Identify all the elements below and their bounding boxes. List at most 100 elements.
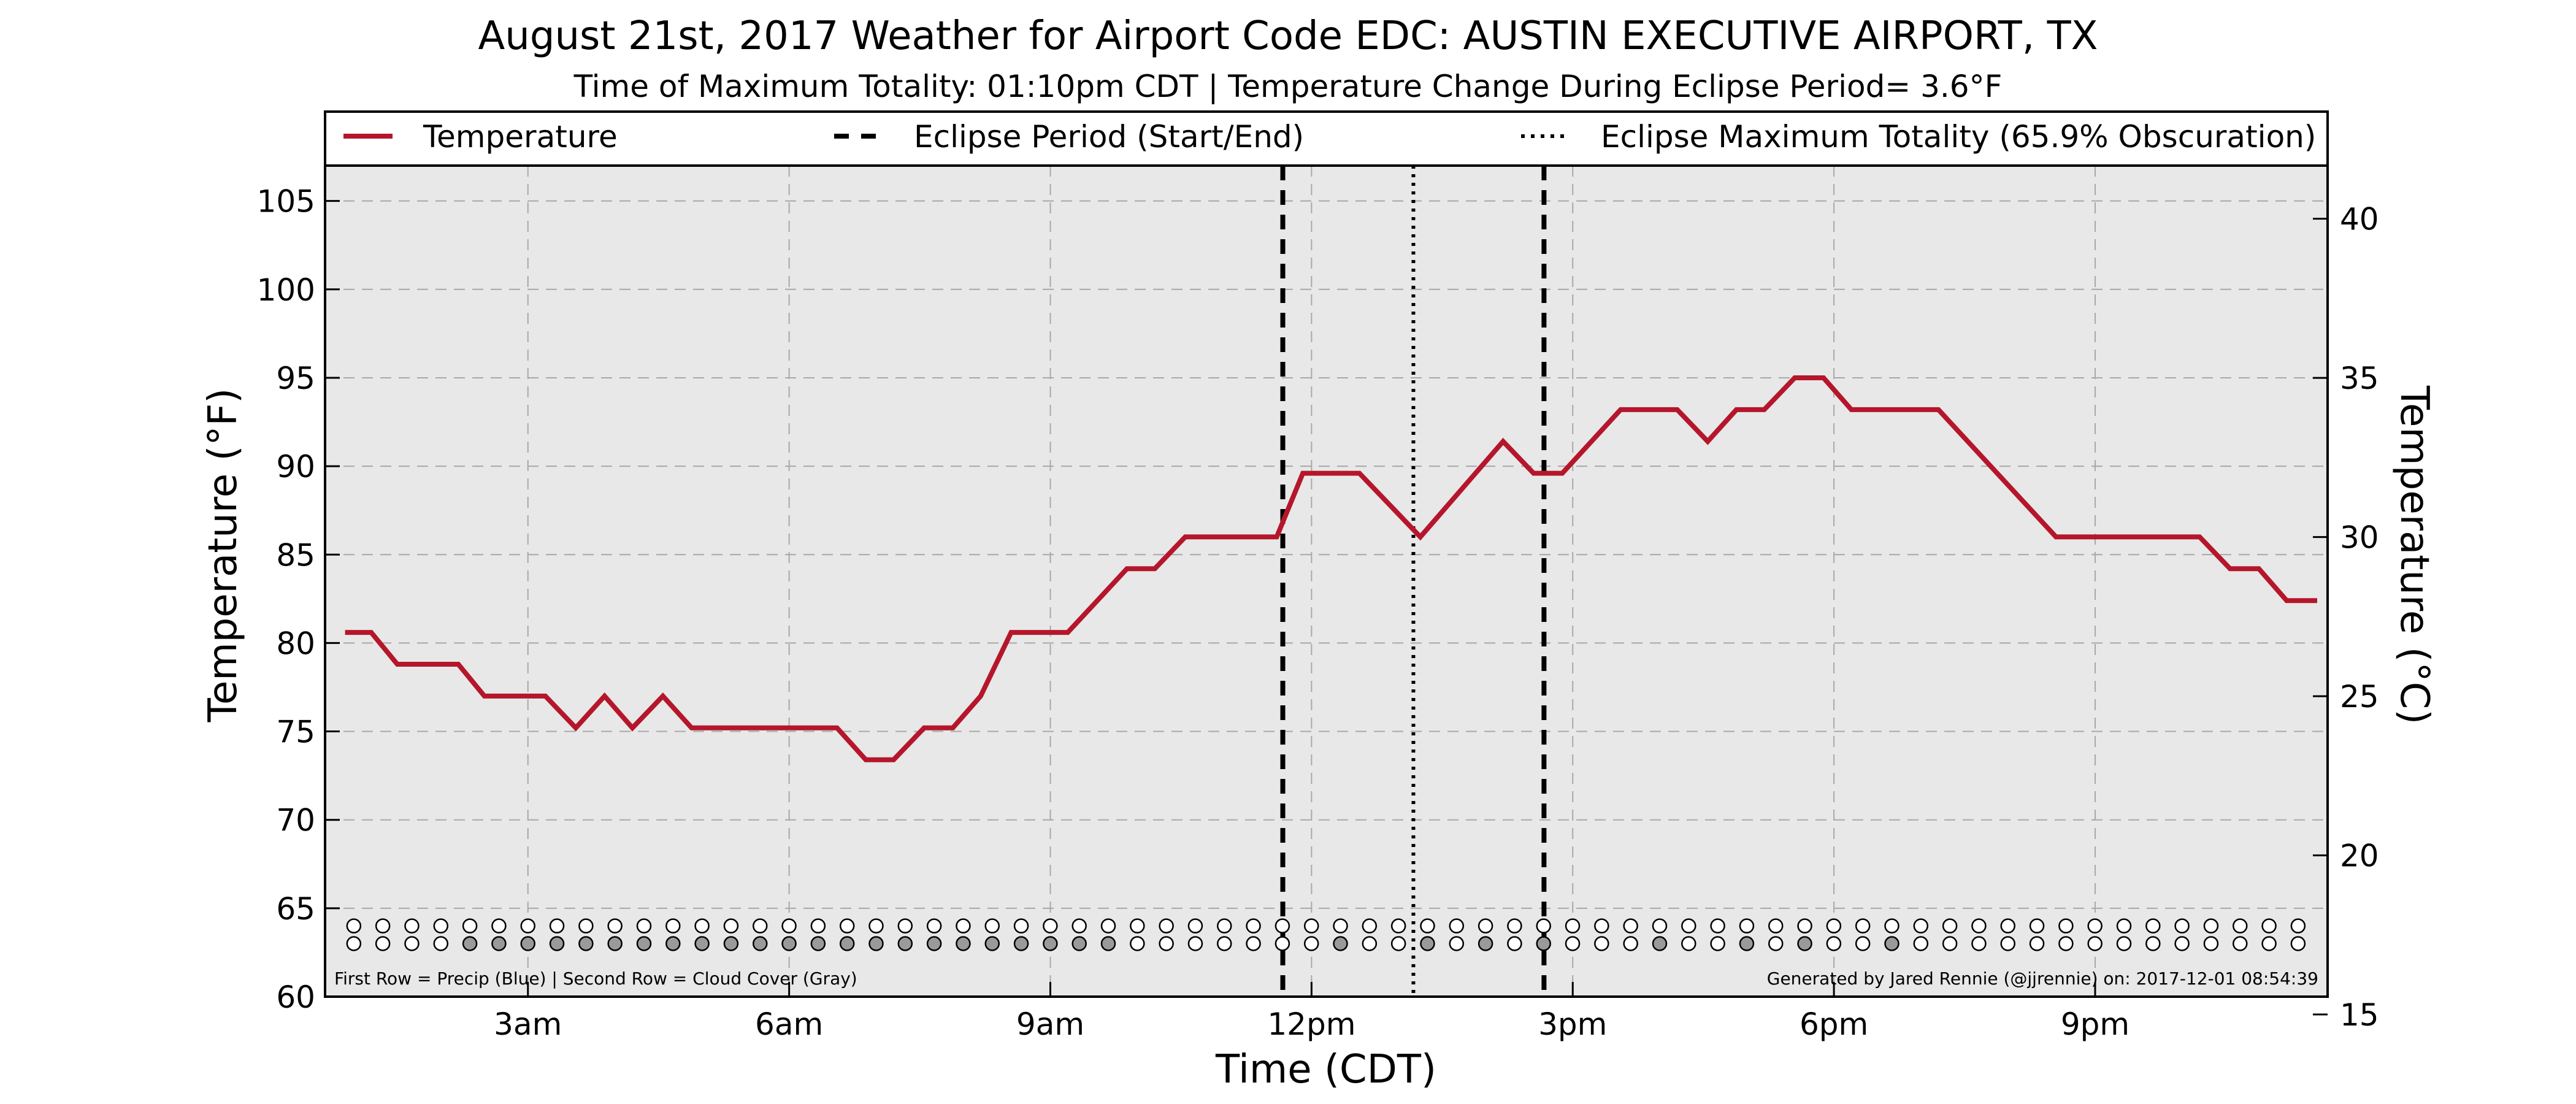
precip-marker (2000, 918, 2015, 933)
legend-box (324, 110, 2329, 167)
precip-marker (636, 918, 652, 933)
cloud-cover-marker (897, 936, 913, 951)
precip-marker (2087, 918, 2103, 933)
cloud-cover-marker (1710, 936, 1725, 951)
cloud-cover-marker (1449, 936, 1465, 951)
y2-tick-label: 20 (2340, 838, 2379, 874)
precip-marker (1217, 918, 1232, 933)
x-axis-label: Time (CDT) (1215, 1047, 1436, 1092)
eclipse-lines (1280, 166, 1547, 997)
cloud-cover-marker (1362, 936, 1378, 951)
cloud-cover-marker (1159, 936, 1174, 951)
cloud-cover-marker (926, 936, 942, 951)
y2-axis-label: Temperature (°C) (2391, 385, 2437, 724)
series-layer (345, 375, 2317, 762)
cloud-cover-marker (2290, 936, 2306, 951)
precip-marker (1855, 918, 1871, 933)
precip-marker (404, 918, 420, 933)
precip-marker (2261, 918, 2277, 933)
cloud-cover-marker (1217, 936, 1232, 951)
y-tick-label: 95 (276, 361, 315, 396)
precip-marker (694, 918, 710, 933)
cloud-cover-marker (1130, 936, 1145, 951)
x-tick-label: 9am (1016, 1006, 1084, 1042)
y-axis-label: Temperature (°F) (201, 388, 246, 723)
precip-marker (607, 918, 623, 933)
cloud-cover-marker (375, 936, 391, 951)
y-tick-label: 70 (276, 803, 315, 838)
cloud-cover-marker (636, 936, 652, 951)
precip-marker (1710, 918, 1725, 933)
precip-marker (1565, 918, 1581, 933)
precip-marker (839, 918, 855, 933)
cloud-cover-marker (2116, 936, 2132, 951)
cloud-cover-marker (578, 936, 594, 951)
cloud-cover-marker (1043, 936, 1058, 951)
cloud-cover-marker (1942, 936, 1958, 951)
y2-tick-label: 40 (2340, 202, 2379, 237)
cloud-cover-marker (1507, 936, 1522, 951)
precip-marker (897, 918, 913, 933)
precip-marker (1913, 918, 1929, 933)
precip-marker (1884, 918, 1899, 933)
cloud-cover-marker (1013, 936, 1029, 951)
precip-marker (1942, 918, 1958, 933)
precip-marker (1536, 918, 1551, 933)
chart-subtitle: Time of Maximum Totality: 01:10pm CDT | … (573, 69, 2003, 104)
y-tick-label: 80 (276, 626, 315, 661)
cloud-cover-marker (1100, 936, 1116, 951)
legend-eclipse-period-label: Eclipse Period (Start/End) (914, 119, 1304, 155)
precip-marker (1130, 918, 1145, 933)
precip-marker (462, 918, 478, 933)
cloud-cover-marker (1826, 936, 1842, 951)
y2-tick-label: 35 (2340, 361, 2379, 396)
cloud-cover-marker (694, 936, 710, 951)
cloud-cover-marker (2058, 936, 2074, 951)
precip-marker (1623, 918, 1638, 933)
precip-marker (1390, 918, 1406, 933)
cloud-cover-marker (665, 936, 681, 951)
x-tick-label: 6am (755, 1006, 823, 1042)
precip-marker (2116, 918, 2132, 933)
cloud-cover-marker (781, 936, 797, 951)
plot-area (325, 166, 2328, 997)
precip-marker (1246, 918, 1261, 933)
cloud-cover-marker (1652, 936, 1668, 951)
precip-marker (1043, 918, 1058, 933)
cloud-cover-marker (1187, 936, 1203, 951)
precip-marker (1275, 918, 1290, 933)
axis-ticks: 60 65 70 75 80 85 90 95 100 105 3am 6am 9am 12pm 3pm 6p… (257, 184, 2379, 1042)
cloud-cover-marker (1681, 936, 1696, 951)
cloud-cover-marker (462, 936, 478, 951)
cloud-cover-marker (1971, 936, 1987, 951)
precip-marker (1449, 918, 1465, 933)
precip-marker (520, 918, 535, 933)
precip-marker (549, 918, 565, 933)
precip-marker (1826, 918, 1842, 933)
precip-marker (2233, 918, 2248, 933)
y-tick-label: 85 (276, 537, 315, 573)
y-tick-label: 90 (276, 449, 315, 485)
precip-marker (2029, 918, 2045, 933)
cloud-cover-marker (1420, 936, 1435, 951)
cloud-cover-marker (2261, 936, 2277, 951)
precip-marker (375, 918, 391, 933)
precip-marker (1303, 918, 1319, 933)
cloud-cover-marker (752, 936, 768, 951)
cloud-cover-marker (2145, 936, 2161, 951)
y2-tick-label: 15 (2340, 997, 2379, 1033)
cloud-cover-marker (549, 936, 565, 951)
cloud-cover-marker (2029, 936, 2045, 951)
cloud-cover-marker (956, 936, 971, 951)
chart-title: August 21st, 2017 Weather for Airport Co… (478, 13, 2098, 59)
cloud-cover-marker (1623, 936, 1638, 951)
cloud-cover-marker (433, 936, 449, 951)
cloud-cover-marker (868, 936, 884, 951)
cloud-cover-marker (2203, 936, 2219, 951)
y-tick-label: 75 (276, 715, 315, 750)
cloud-cover-marker (2233, 936, 2248, 951)
cloud-cover-marker (1565, 936, 1581, 951)
cloud-cover-marker (1768, 936, 1784, 951)
legend-temperature-label: Temperature (423, 119, 618, 155)
